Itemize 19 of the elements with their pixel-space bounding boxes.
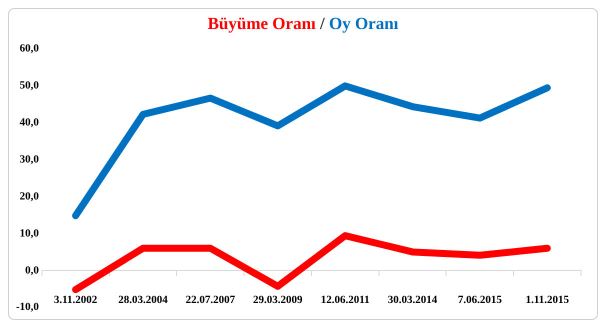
- x-tick-label: 30.03.2014: [388, 294, 438, 306]
- text: Oy Oranı: [328, 14, 398, 34]
- x-tick-label: 22.07.2007: [186, 294, 236, 306]
- y-tick-label: 60,0: [20, 42, 40, 54]
- x-tick-label: 7.06.2015: [458, 294, 502, 306]
- y-tick-label: 40,0: [20, 116, 40, 128]
- x-tick-label: 28.03.2004: [118, 294, 168, 306]
- x-tick-label: 1.11.2015: [526, 294, 570, 306]
- y-tick-label: 10,0: [20, 227, 40, 240]
- y-tick-label: 0,0: [25, 264, 40, 276]
- y-tick-label: 20,0: [20, 190, 40, 202]
- y-tick-label: 30,0: [20, 153, 40, 166]
- x-tick-label: 3.11.2002: [54, 294, 98, 306]
- text: Büyüme Oranı: [208, 14, 316, 34]
- x-tick-label: 29.03.2009: [253, 294, 304, 306]
- y-tick-label: 50,0: [20, 79, 40, 92]
- y-tick-label: -10,0: [16, 301, 40, 314]
- text: /: [319, 14, 326, 34]
- x-tick-label: 12.06.2011: [320, 294, 370, 306]
